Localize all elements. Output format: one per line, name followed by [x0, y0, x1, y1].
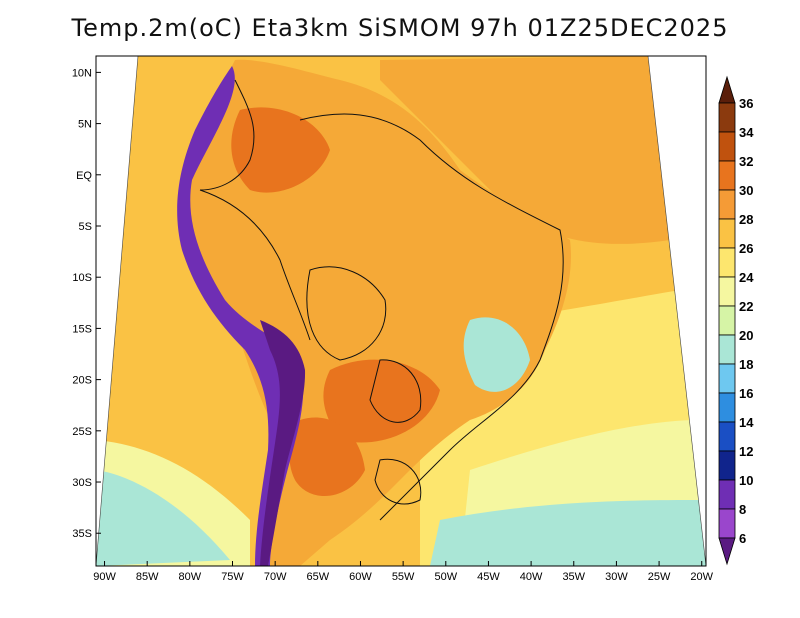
colorbar-label: 30 — [739, 183, 753, 198]
country-borders — [199, 79, 564, 521]
lon-tick-label: 25W — [648, 571, 671, 583]
temperature-field — [96, 56, 706, 566]
pacific-cold-water — [96, 470, 230, 566]
colorbar-label: 28 — [739, 212, 753, 227]
border-uruguay — [374, 458, 422, 505]
colorbar-swatch — [718, 363, 736, 394]
colorbar-label: 36 — [739, 96, 753, 111]
latitude-axis: 10N 5N EQ 5S 10S 15S 20S 25S 30S 35S — [72, 67, 101, 540]
colorbar-label: 6 — [739, 531, 746, 546]
lon-tick-label: 75W — [221, 571, 244, 583]
lon-tick-label: 20W — [690, 571, 713, 583]
border-colombia — [199, 79, 255, 191]
colorbar-label: 16 — [739, 386, 753, 401]
colorbar-swatch — [718, 131, 736, 162]
colorbar-label: 10 — [739, 473, 753, 488]
lon-tick-label: 80W — [179, 571, 202, 583]
andes-cold-band — [177, 66, 304, 566]
colorbar-swatch — [718, 218, 736, 249]
lon-tick-label: 45W — [477, 571, 500, 583]
colorbar-swatch — [718, 189, 736, 220]
lat-tick-label: 5S — [79, 221, 92, 233]
colorbar-swatch — [718, 508, 736, 539]
lat-tick-label: 5N — [78, 119, 92, 131]
longitude-axis: 90W 85W 80W 75W 70W 65W 60W 55W 50W 45W 40W 35W 30W 2… — [93, 561, 714, 583]
colorbar-swatch — [718, 102, 736, 133]
border-peru — [199, 189, 311, 341]
colorbar-label: 14 — [739, 415, 754, 430]
colorbar-swatch — [718, 305, 736, 336]
lon-tick-label: 90W — [93, 571, 116, 583]
lon-tick-label: 50W — [434, 571, 457, 583]
colorbar-label: 8 — [739, 502, 746, 517]
colorbar-label: 34 — [739, 125, 754, 140]
colorbar-label: 18 — [739, 357, 753, 372]
lat-tick-label: 25S — [72, 426, 92, 438]
lon-tick-label: 35W — [562, 571, 585, 583]
lon-tick-label: 60W — [349, 571, 372, 583]
colorbar-label: 26 — [739, 241, 753, 256]
lon-tick-label: 40W — [520, 571, 543, 583]
lon-tick-label: 70W — [264, 571, 287, 583]
colorbar-label: 24 — [739, 270, 754, 285]
atlantic-warm-band — [380, 56, 670, 244]
colorbar-swatch — [718, 276, 736, 307]
border-brazil — [299, 113, 564, 521]
colorbar-label: 32 — [739, 154, 753, 169]
map-title: Temp.2m(oC) Eta3km SiSMOM 97h 01Z25DEC20… — [71, 14, 729, 42]
colorbar-swatch — [718, 160, 736, 191]
border-bolivia — [306, 266, 387, 361]
colorbar-bottom-arrow — [718, 537, 736, 566]
lon-tick-label: 65W — [307, 571, 330, 583]
central-hot-patch — [323, 359, 440, 443]
axis-frame — [95, 55, 707, 567]
lat-tick-label: 30S — [72, 477, 92, 489]
andes-deep-cold — [260, 320, 306, 566]
colorbar-swatch — [718, 450, 736, 481]
amazon-hot-patch — [231, 107, 330, 193]
colorbar-swatch — [718, 421, 736, 452]
lon-tick-label: 30W — [605, 571, 628, 583]
lon-tick-label: 85W — [136, 571, 159, 583]
colorbar-swatch — [718, 247, 736, 278]
colorbar-swatch — [718, 392, 736, 423]
lat-tick-label: EQ — [76, 170, 92, 182]
colorbar-label: 12 — [739, 444, 753, 459]
colorbar-label: 22 — [739, 299, 753, 314]
eastern-highlands-cool — [463, 317, 530, 392]
colorbar-swatch — [718, 479, 736, 510]
atlantic-cold-water — [430, 500, 706, 566]
lat-tick-label: 35S — [72, 528, 92, 540]
colorbar-swatch — [718, 334, 736, 365]
chaco-hot-patch — [289, 417, 365, 497]
border-paraguay — [369, 359, 422, 423]
colorbar-label: 20 — [739, 328, 753, 343]
lat-tick-label: 15S — [72, 323, 92, 335]
lat-tick-label: 10N — [72, 67, 92, 79]
lat-tick-label: 10S — [72, 272, 92, 284]
temperature-colorbar: 36 34 32 30 28 26 24 22 20 18 16 14 12 10 8 6 — [718, 75, 754, 566]
lat-tick-label: 20S — [72, 375, 92, 387]
colorbar-top-arrow — [718, 75, 736, 104]
lon-tick-label: 55W — [392, 571, 415, 583]
